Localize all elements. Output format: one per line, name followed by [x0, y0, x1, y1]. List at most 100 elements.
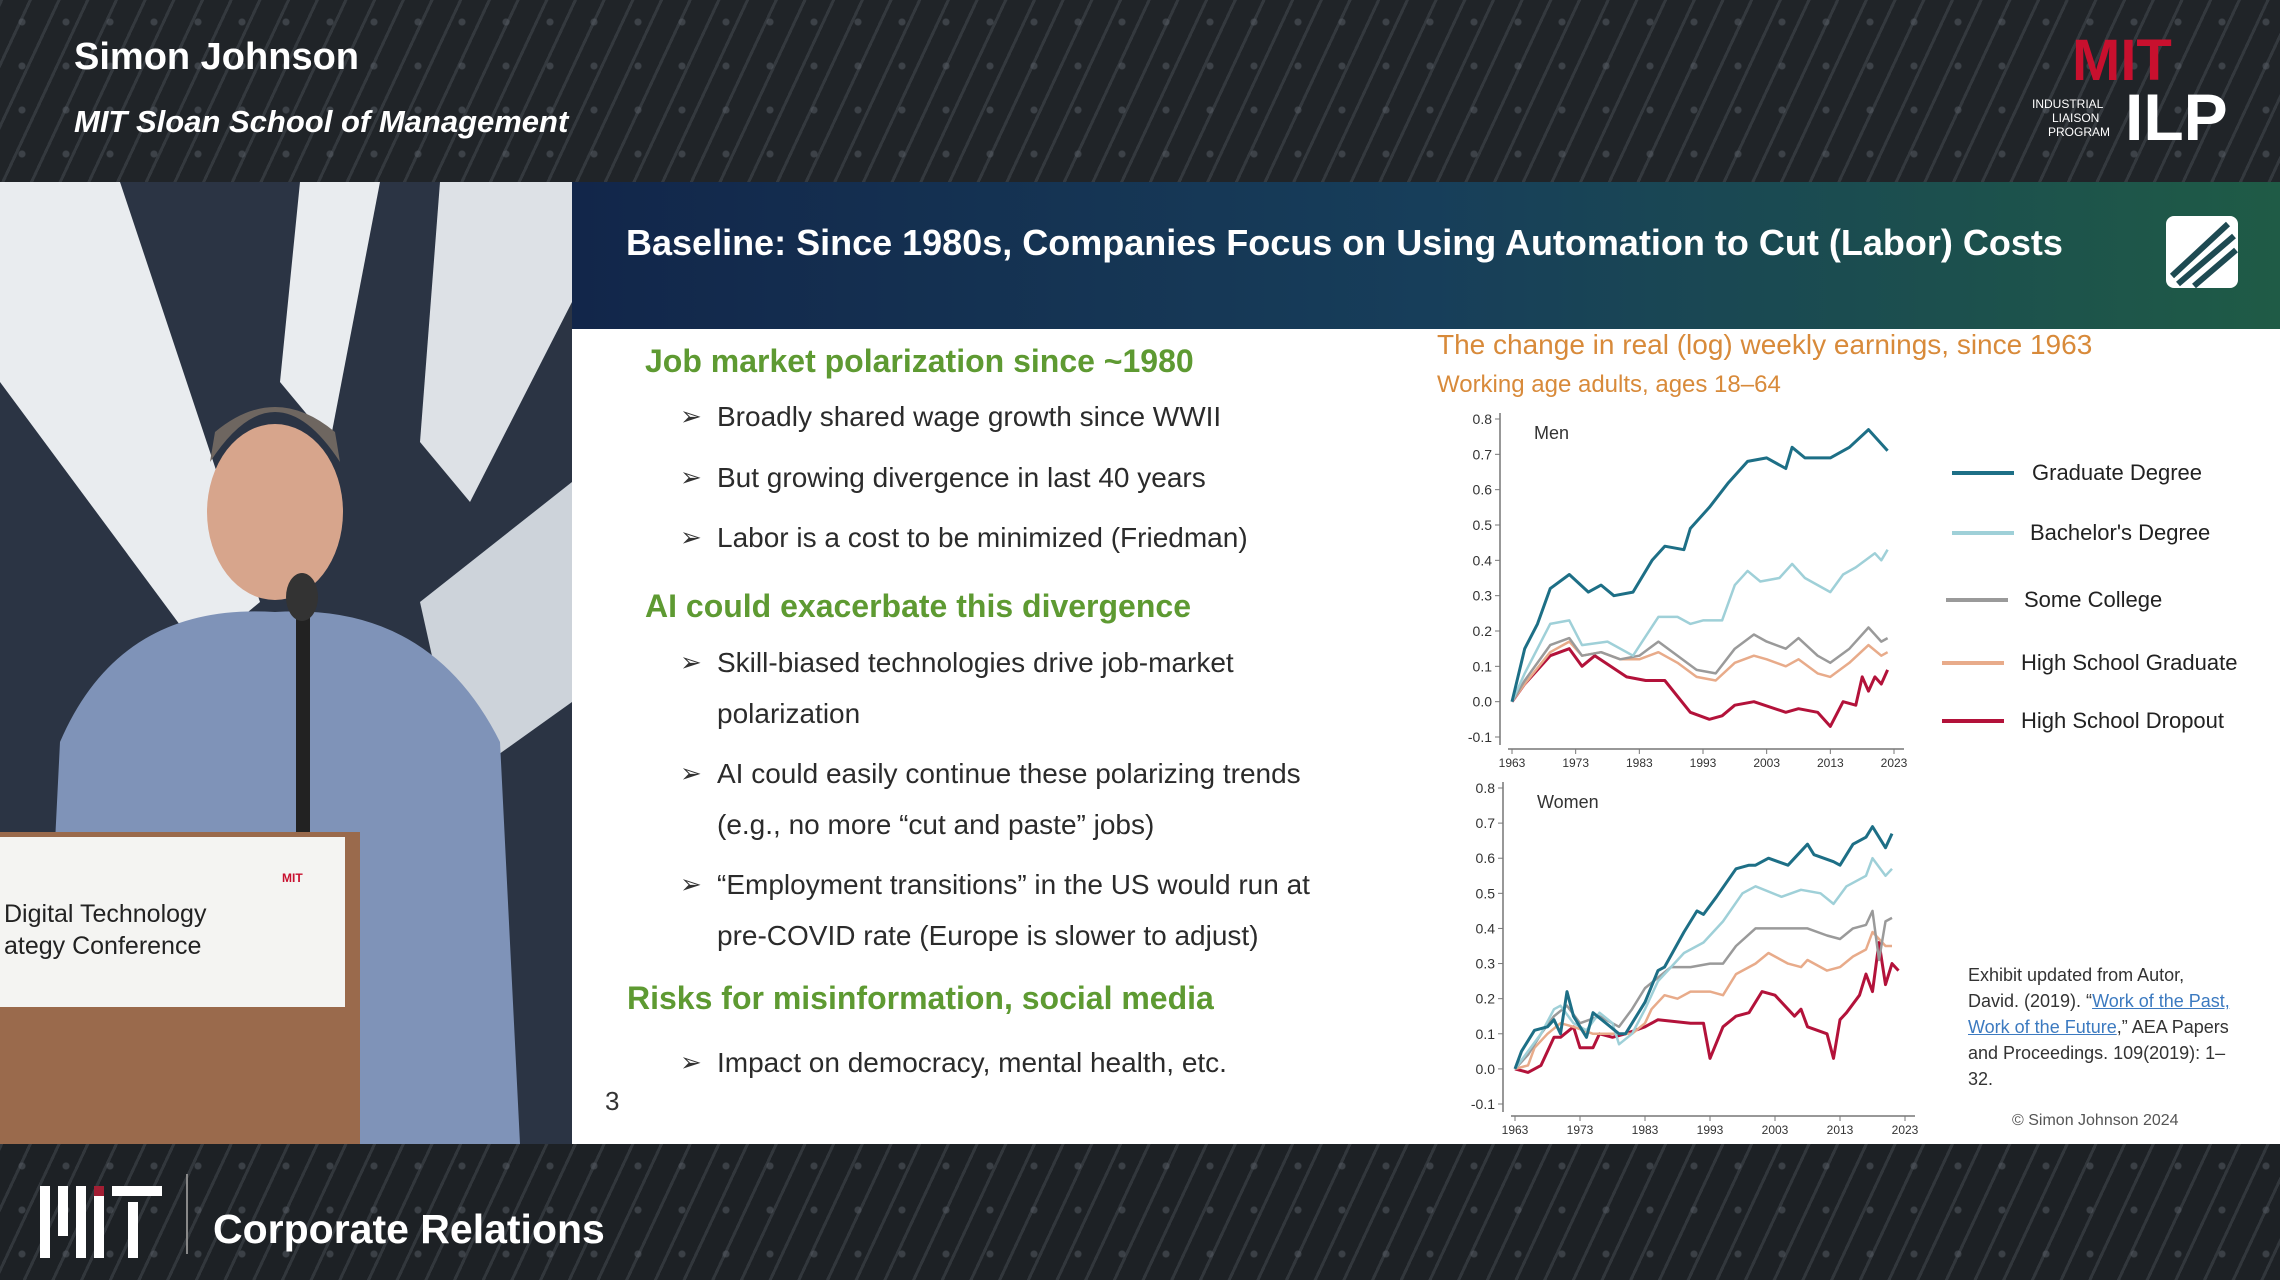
- x-tick-label: 1973: [1567, 1123, 1594, 1137]
- bullet-text: polarization: [717, 698, 861, 729]
- y-tick-label: 0.5: [1473, 517, 1493, 533]
- bullet-arrow-icon: ➢: [680, 1047, 702, 1077]
- legend-label: Bachelor's Degree: [2030, 520, 2211, 545]
- svg-text:Digital Technology: Digital Technology: [4, 900, 207, 928]
- microphone: [286, 573, 318, 621]
- bullet-arrow-icon: ➢: [680, 869, 702, 899]
- series-line-high-school-dropout: [1514, 941, 1900, 1074]
- bullet-text: But growing divergence in last 40 years: [717, 462, 1206, 493]
- citation-text: Exhibit updated from Autor, David. (2019…: [1968, 965, 2185, 1011]
- bullet-text: Broadly shared wage growth since WWII: [717, 401, 1222, 432]
- slide-brand-logo-icon: [2166, 216, 2238, 289]
- y-tick-label: 0.1: [1476, 1026, 1496, 1042]
- y-tick-label: 0.2: [1473, 623, 1493, 639]
- legend-swatch: [1942, 719, 2004, 723]
- svg-text:ILP: ILP: [2125, 80, 2228, 145]
- y-tick-label: -0.1: [1471, 1096, 1495, 1112]
- y-tick-label: 0.8: [1473, 411, 1493, 427]
- x-tick-label: 2023: [1892, 1123, 1919, 1137]
- y-tick-label: 0.0: [1476, 1061, 1496, 1077]
- speaker-name: Simon Johnson: [74, 36, 359, 78]
- top-banner: Simon Johnson MIT Sloan School of Manage…: [0, 0, 2280, 182]
- series-line-high-school-graduate: [1514, 930, 1892, 1071]
- y-tick-label: 0.3: [1473, 588, 1493, 604]
- y-tick-label: 0.6: [1473, 482, 1493, 498]
- svg-text:ategy Conference: ategy Conference: [4, 932, 201, 960]
- bullet-arrow-icon: ➢: [680, 462, 702, 492]
- legend-label: High School Dropout: [2021, 708, 2225, 733]
- speaker-affiliation: MIT Sloan School of Management: [74, 104, 569, 139]
- bullet-text: Skill-biased technologies drive job-mark…: [717, 647, 1234, 678]
- mit-ilp-logo: MIT ILP INDUSTRIAL LIAISON PROGRAM: [2032, 30, 2228, 145]
- y-tick-label: -0.1: [1468, 729, 1492, 745]
- bullet-text: Labor is a cost to be minimized (Friedma…: [717, 522, 1248, 553]
- earnings-charts: -0.1 0.0 0.1 0.2 0.3 0.4 0.5 0.6 0.7 0.8 1963 1973 1…: [1468, 411, 1919, 1137]
- svg-text:INDUSTRIAL: INDUSTRIAL: [2032, 97, 2104, 111]
- x-tick-label: 1993: [1697, 1123, 1724, 1137]
- x-tick-label: 1983: [1626, 756, 1653, 770]
- mit-logo: [40, 1186, 162, 1258]
- x-tick-label: 1973: [1562, 756, 1589, 770]
- x-tick-label: 2003: [1753, 756, 1780, 770]
- y-tick-label: 0.5: [1476, 885, 1496, 901]
- x-tick-label: 1963: [1499, 756, 1526, 770]
- x-tick-label: 2013: [1827, 1123, 1854, 1137]
- corporate-relations-label: Corporate Relations: [213, 1206, 605, 1252]
- page-number: 3: [605, 1086, 620, 1116]
- bullet-arrow-icon: ➢: [680, 758, 702, 788]
- y-tick-label: 0.2: [1476, 991, 1496, 1007]
- x-tick-label: 2023: [1881, 756, 1908, 770]
- y-tick-label: 0.4: [1476, 920, 1496, 936]
- legend-swatch: [1952, 471, 2014, 475]
- y-tick-label: 0.4: [1473, 552, 1493, 568]
- x-tick-label: 1983: [1632, 1123, 1659, 1137]
- series-line-some-college: [1510, 626, 1889, 703]
- chart-title: The change in real (log) weekly earnings…: [1437, 329, 2093, 360]
- bullet-text: pre-COVID rate (Europe is slower to adju…: [717, 920, 1259, 951]
- svg-text:LIAISON: LIAISON: [2052, 111, 2099, 125]
- x-tick-label: 1963: [1502, 1123, 1529, 1137]
- legend-label: Some College: [2024, 587, 2163, 612]
- series-line-graduate-degree: [1510, 428, 1889, 703]
- y-tick-label: 0.7: [1476, 815, 1496, 831]
- panel-label: Men: [1534, 423, 1569, 443]
- speaker-head: [207, 424, 343, 600]
- y-tick-label: 0.6: [1476, 850, 1496, 866]
- section-heading: AI could exacerbate this divergence: [645, 588, 1191, 624]
- symbol-pattern: [0, 1144, 2280, 1280]
- citation: Exhibit updated from Autor, David. (2019…: [1968, 962, 2238, 1092]
- speaker-video: Digital Technology ategy Conference MIT: [0, 182, 572, 1144]
- bullet-arrow-icon: ➢: [680, 647, 702, 677]
- series-line-high-school-dropout: [1510, 647, 1889, 728]
- speaker-video-frame: Digital Technology ategy Conference MIT: [0, 182, 572, 1144]
- bullet-arrow-icon: ➢: [680, 522, 702, 552]
- x-tick-label: 2013: [1817, 756, 1844, 770]
- slide-header: Baseline: Since 1980s, Companies Focus o…: [572, 182, 2280, 329]
- panel-label: Women: [1537, 792, 1599, 812]
- series-line-bachelor-s-degree: [1510, 549, 1889, 703]
- legend-label: Graduate Degree: [2032, 460, 2202, 485]
- section-heading: Risks for misinformation, social media: [627, 980, 1214, 1016]
- legend-swatch: [1952, 531, 2014, 535]
- x-tick-label: 2003: [1762, 1123, 1789, 1137]
- x-tick-label: 1993: [1690, 756, 1717, 770]
- y-tick-label: 0.3: [1476, 956, 1496, 972]
- bullet-text: “Employment transitions” in the US would…: [717, 869, 1310, 900]
- bullet-text: AI could easily continue these polarizin…: [717, 758, 1301, 789]
- chart-subtitle: Working age adults, ages 18–64: [1437, 371, 1781, 398]
- legend-swatch: [1946, 598, 2008, 602]
- bottom-banner: Corporate Relations: [0, 1144, 2280, 1280]
- section-heading: Job market polarization since ~1980: [645, 343, 1194, 379]
- y-tick-label: 0.1: [1473, 658, 1493, 674]
- slide-body: Job market polarization since ~1980 ➢ Br…: [572, 329, 2280, 1144]
- symbol-pattern: [0, 0, 2280, 182]
- series-line-bachelor-s-degree: [1513, 856, 1893, 1070]
- svg-text:MIT: MIT: [282, 871, 303, 885]
- y-tick-label: 0.0: [1473, 694, 1493, 710]
- citation-link[interactable]: Work of the Past, Work of the Future: [1968, 991, 2230, 1037]
- y-tick-label: 0.7: [1473, 446, 1493, 462]
- citation-text: ,” AEA Papers and Proceedings. 109(2019)…: [1968, 1017, 2229, 1089]
- copyright: © Simon Johnson 2024: [2012, 1112, 2179, 1129]
- slide-title: Baseline: Since 1980s, Companies Focus o…: [626, 222, 2063, 263]
- bullet-text: Impact on democracy, mental health, etc.: [717, 1047, 1227, 1078]
